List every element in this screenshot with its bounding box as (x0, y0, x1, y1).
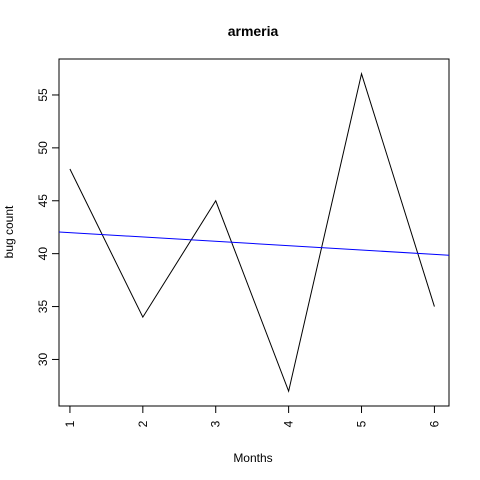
x-tick-label: 4 (282, 420, 296, 427)
x-tick-label: 6 (427, 420, 441, 427)
chart-title: armeria (228, 23, 279, 39)
x-tick-label: 2 (136, 420, 150, 427)
plot-frame (58, 58, 450, 407)
x-axis-label: Months (233, 451, 272, 465)
series-layer (58, 71, 450, 393)
y-tick-label: 50 (36, 141, 50, 155)
y-axis-label: bug count (2, 205, 16, 258)
x-tick-label: 3 (209, 420, 223, 427)
x-axis: 1 2 3 4 5 6 (63, 406, 441, 427)
y-axis: 30 35 40 45 50 55 (36, 88, 59, 366)
y-tick-label: 40 (36, 247, 50, 261)
y-tick-label: 45 (36, 194, 50, 208)
x-tick-label: 1 (63, 420, 77, 427)
y-tick-label: 55 (36, 88, 50, 102)
y-tick-label: 30 (36, 352, 50, 366)
x-tick-label: 5 (355, 420, 369, 427)
trend-line (58, 231, 450, 256)
series-line-0 (69, 71, 435, 393)
y-tick-label: 35 (36, 300, 50, 314)
